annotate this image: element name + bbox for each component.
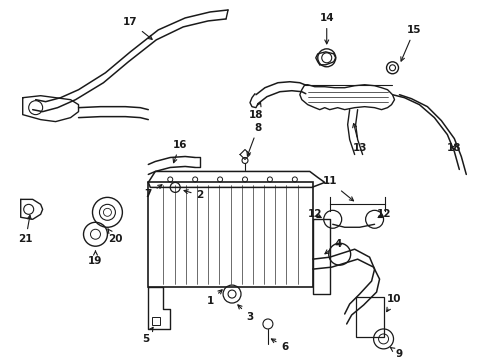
Text: 18: 18 xyxy=(446,143,461,153)
Bar xyxy=(148,183,312,287)
Text: 1: 1 xyxy=(206,290,222,306)
Text: 6: 6 xyxy=(271,339,288,352)
Text: 7: 7 xyxy=(144,185,162,199)
Text: 21: 21 xyxy=(19,215,33,244)
Text: 12: 12 xyxy=(377,209,391,219)
Text: 9: 9 xyxy=(389,347,402,359)
Text: 15: 15 xyxy=(400,25,421,61)
Text: 19: 19 xyxy=(88,251,102,266)
Text: 5: 5 xyxy=(142,327,153,344)
Text: 3: 3 xyxy=(237,305,253,322)
Text: 16: 16 xyxy=(173,140,187,163)
Text: 11: 11 xyxy=(322,176,353,201)
Bar xyxy=(355,297,383,337)
Text: 12: 12 xyxy=(307,209,322,219)
Text: 17: 17 xyxy=(123,17,152,39)
Text: 8: 8 xyxy=(246,123,261,156)
Text: 14: 14 xyxy=(319,13,333,44)
Bar xyxy=(152,317,160,325)
Text: 4: 4 xyxy=(325,239,341,254)
Text: 18: 18 xyxy=(248,103,263,120)
Text: 20: 20 xyxy=(108,229,122,244)
Text: 10: 10 xyxy=(386,294,401,312)
Text: 2: 2 xyxy=(183,190,203,201)
Text: 13: 13 xyxy=(352,123,366,153)
